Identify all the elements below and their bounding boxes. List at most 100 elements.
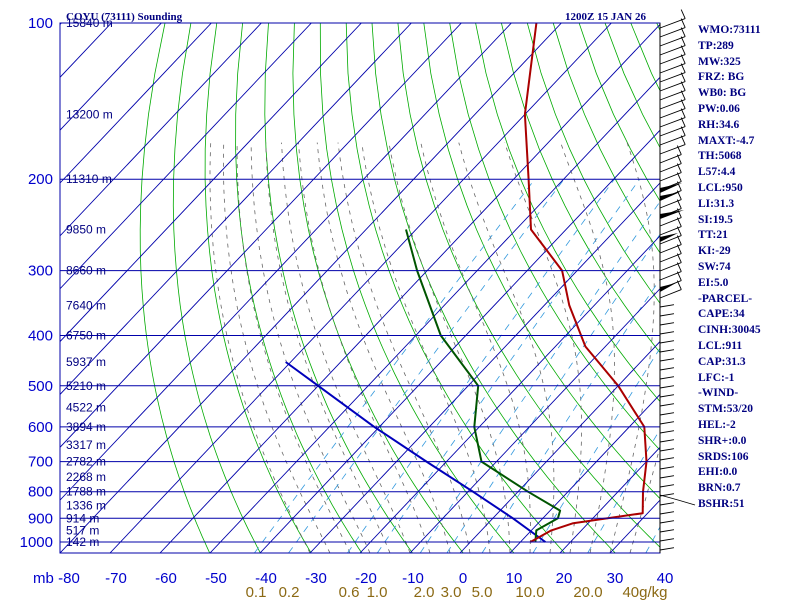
mixing-ratio-line <box>347 178 615 553</box>
wind-barb-flag <box>680 63 686 73</box>
dry-adiabat <box>371 23 616 553</box>
wind-barb <box>659 289 682 299</box>
temperature-tick-label: 10 <box>506 570 523 587</box>
wind-barb <box>659 376 675 380</box>
isotherm <box>60 23 62 26</box>
isotherm <box>60 23 312 290</box>
wind-barb <box>659 502 675 506</box>
pressure-label: 700 <box>28 454 53 471</box>
sounding-index: KI:-29 <box>698 245 731 258</box>
wind-barb-flag <box>680 117 686 127</box>
wind-barb <box>659 108 686 119</box>
wind-barb <box>659 322 675 326</box>
wind-barb-pennant <box>660 210 684 219</box>
mixing-ratio-label: 3.0 <box>441 584 462 600</box>
moist-adiabat <box>560 142 615 553</box>
wind-barb <box>659 484 675 488</box>
moist-adiabat <box>209 142 311 553</box>
chart-title: COYU (73111) Sounding <box>66 11 183 23</box>
wind-barb-flag <box>680 45 686 55</box>
isotherm <box>60 23 412 396</box>
dry-adiabat <box>449 23 660 451</box>
wind-barb <box>659 349 675 353</box>
wind-barb-flag <box>676 190 682 200</box>
wind-barb <box>659 54 686 65</box>
mixing-ratio-label: 0.1 <box>246 584 267 600</box>
wind-barb <box>659 439 675 443</box>
dry-adiabat <box>235 23 363 553</box>
wind-barb-flag <box>680 18 686 28</box>
pressure-label: 400 <box>28 327 53 344</box>
wind-barb <box>659 117 686 128</box>
temperature-tick-label: -50 <box>205 570 227 587</box>
sounding-index: EI:5.0 <box>698 276 729 289</box>
mixing-ratio-line <box>481 278 660 553</box>
sounding-index: BRN:0.7 <box>698 482 741 495</box>
height-label: 5210 m <box>66 379 106 393</box>
pressure-label: 800 <box>28 484 53 501</box>
wind-barb <box>659 466 675 470</box>
wind-barb <box>659 304 675 308</box>
sounding-index: LFC:-1 <box>698 371 735 384</box>
temperature-tick-label: 40 <box>657 570 674 587</box>
temperature-tick-label: 30 <box>607 570 624 587</box>
dry-adiabat <box>501 23 660 354</box>
dry-adiabat <box>552 23 660 254</box>
dry-adiabat <box>345 23 565 553</box>
sounding-index: RH:34.6 <box>698 118 740 131</box>
sounding-index: CINH:30045 <box>698 324 761 337</box>
wind-barb <box>659 412 675 416</box>
wind-barb-flag <box>680 36 686 46</box>
wind-barb-flag <box>680 27 686 37</box>
mixing-ratio-label: 0.6 <box>339 584 360 600</box>
height-label: 142 m <box>66 535 99 549</box>
wind-barb-flag <box>676 172 682 182</box>
wind-barb-flag <box>680 135 686 145</box>
sounding-index: SI:19.5 <box>698 213 733 226</box>
temperature-tick-label: 0 <box>459 570 467 587</box>
height-label: 4522 m <box>66 400 106 414</box>
wind-barb-flag <box>676 226 682 236</box>
wind-barb <box>659 331 675 335</box>
temperature-tick-label: -10 <box>402 570 424 587</box>
wind-barb <box>659 394 675 398</box>
wind-barb <box>659 448 675 452</box>
mixing-ratio-label: 5.0 <box>472 584 493 600</box>
sounding-index: EHI:0.0 <box>698 466 738 479</box>
sounding-index: TT:21 <box>698 229 728 242</box>
wind-barb-flag <box>680 81 686 91</box>
isotherm <box>60 23 362 343</box>
wind-barb <box>659 403 675 407</box>
sounding-index: PW:0.06 <box>698 102 740 115</box>
height-label: 15840 m <box>66 16 113 30</box>
sounding-index: HEL:-2 <box>698 418 736 431</box>
dry-adiabat <box>397 23 660 548</box>
dry-adiabat <box>172 23 261 553</box>
mixing-ratio-label: 1.0 <box>367 584 388 600</box>
wind-barb-flag <box>680 90 686 100</box>
height-label: 2268 m <box>66 470 106 484</box>
wind-barb-flag <box>676 163 682 173</box>
pressure-label: 300 <box>28 263 53 280</box>
wind-barb <box>659 340 675 344</box>
wind-barb <box>659 421 675 425</box>
pressure-label: 1000 <box>20 534 53 551</box>
height-label: 11310 m <box>66 172 112 186</box>
wind-barb-pennant <box>660 283 676 292</box>
isotherm <box>409 288 660 553</box>
dry-adiabat <box>204 23 312 553</box>
isotherm <box>359 235 660 553</box>
sounding-index: MAXT:-4.7 <box>698 134 755 147</box>
sounding-indices-list: WMO:73111 TP:289 MW:325 FRZ: BG WB0: BG PW:0.… <box>698 23 761 513</box>
wind-barb <box>659 494 696 506</box>
height-label: 2782 m <box>66 455 106 469</box>
pressure-label: 600 <box>28 419 53 436</box>
isotherm <box>259 129 660 553</box>
wind-barb <box>659 27 686 38</box>
sounding-index: STM:53/20 <box>698 403 753 416</box>
isotherm <box>60 23 162 131</box>
wind-barb-flag <box>676 217 682 227</box>
temperature-tick-label: -20 <box>355 570 377 587</box>
wind-barb-flag <box>676 145 682 155</box>
